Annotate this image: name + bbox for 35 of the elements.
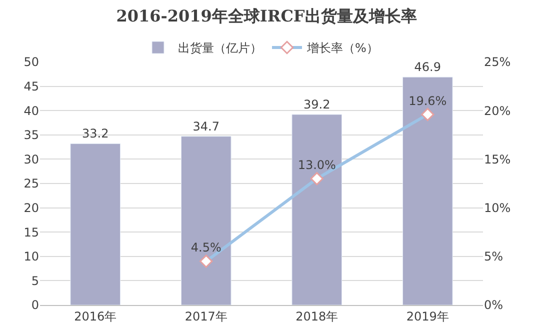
y2-tick-label: 20% <box>484 104 511 118</box>
y-tick-label: 45 <box>24 80 39 94</box>
data-label: 4.5% <box>190 240 222 255</box>
x-tick-label: 2018年 <box>296 309 338 324</box>
data-label: 13.0% <box>298 158 336 172</box>
y-tick-label: 30 <box>24 152 39 166</box>
y2-tick-label: 15% <box>484 152 511 166</box>
data-label: 19.6% <box>408 94 447 108</box>
y-tick-label: 50 <box>24 55 39 70</box>
bar <box>402 76 453 305</box>
y-tick-label: 40 <box>24 104 39 118</box>
legend-label: 出货量（亿片） <box>178 41 262 56</box>
y-tick-label: 35 <box>24 128 39 142</box>
y2-tick-label: 25% <box>484 55 511 70</box>
bar <box>292 114 342 305</box>
chart-title: 2016-2019年全球IRCF出货量及增长率 <box>116 6 417 26</box>
x-tick-label: 2019年 <box>406 309 449 324</box>
data-label: 46.9 <box>414 60 441 74</box>
y-tick-label: 20 <box>24 201 39 215</box>
y-tick-label: 0 <box>31 298 39 312</box>
y2-tick-label: 5% <box>484 250 504 264</box>
y-tick-label: 15 <box>24 225 39 240</box>
bar <box>180 136 232 305</box>
y-tick-label: 5 <box>31 274 39 288</box>
y-tick-label: 25 <box>24 176 39 191</box>
data-label: 33.2 <box>82 126 109 141</box>
y-tick-label: 10 <box>24 250 39 264</box>
y2-tick-label: 10% <box>484 201 511 215</box>
y2-tick-label: 0% <box>484 298 504 312</box>
bar <box>70 143 121 305</box>
data-label: 34.7 <box>192 119 220 134</box>
x-tick-label: 2016年 <box>74 309 117 324</box>
x-tick-label: 2017年 <box>184 309 228 324</box>
data-label: 39.2 <box>304 97 330 112</box>
legend-label: 增长率（%） <box>306 41 378 56</box>
